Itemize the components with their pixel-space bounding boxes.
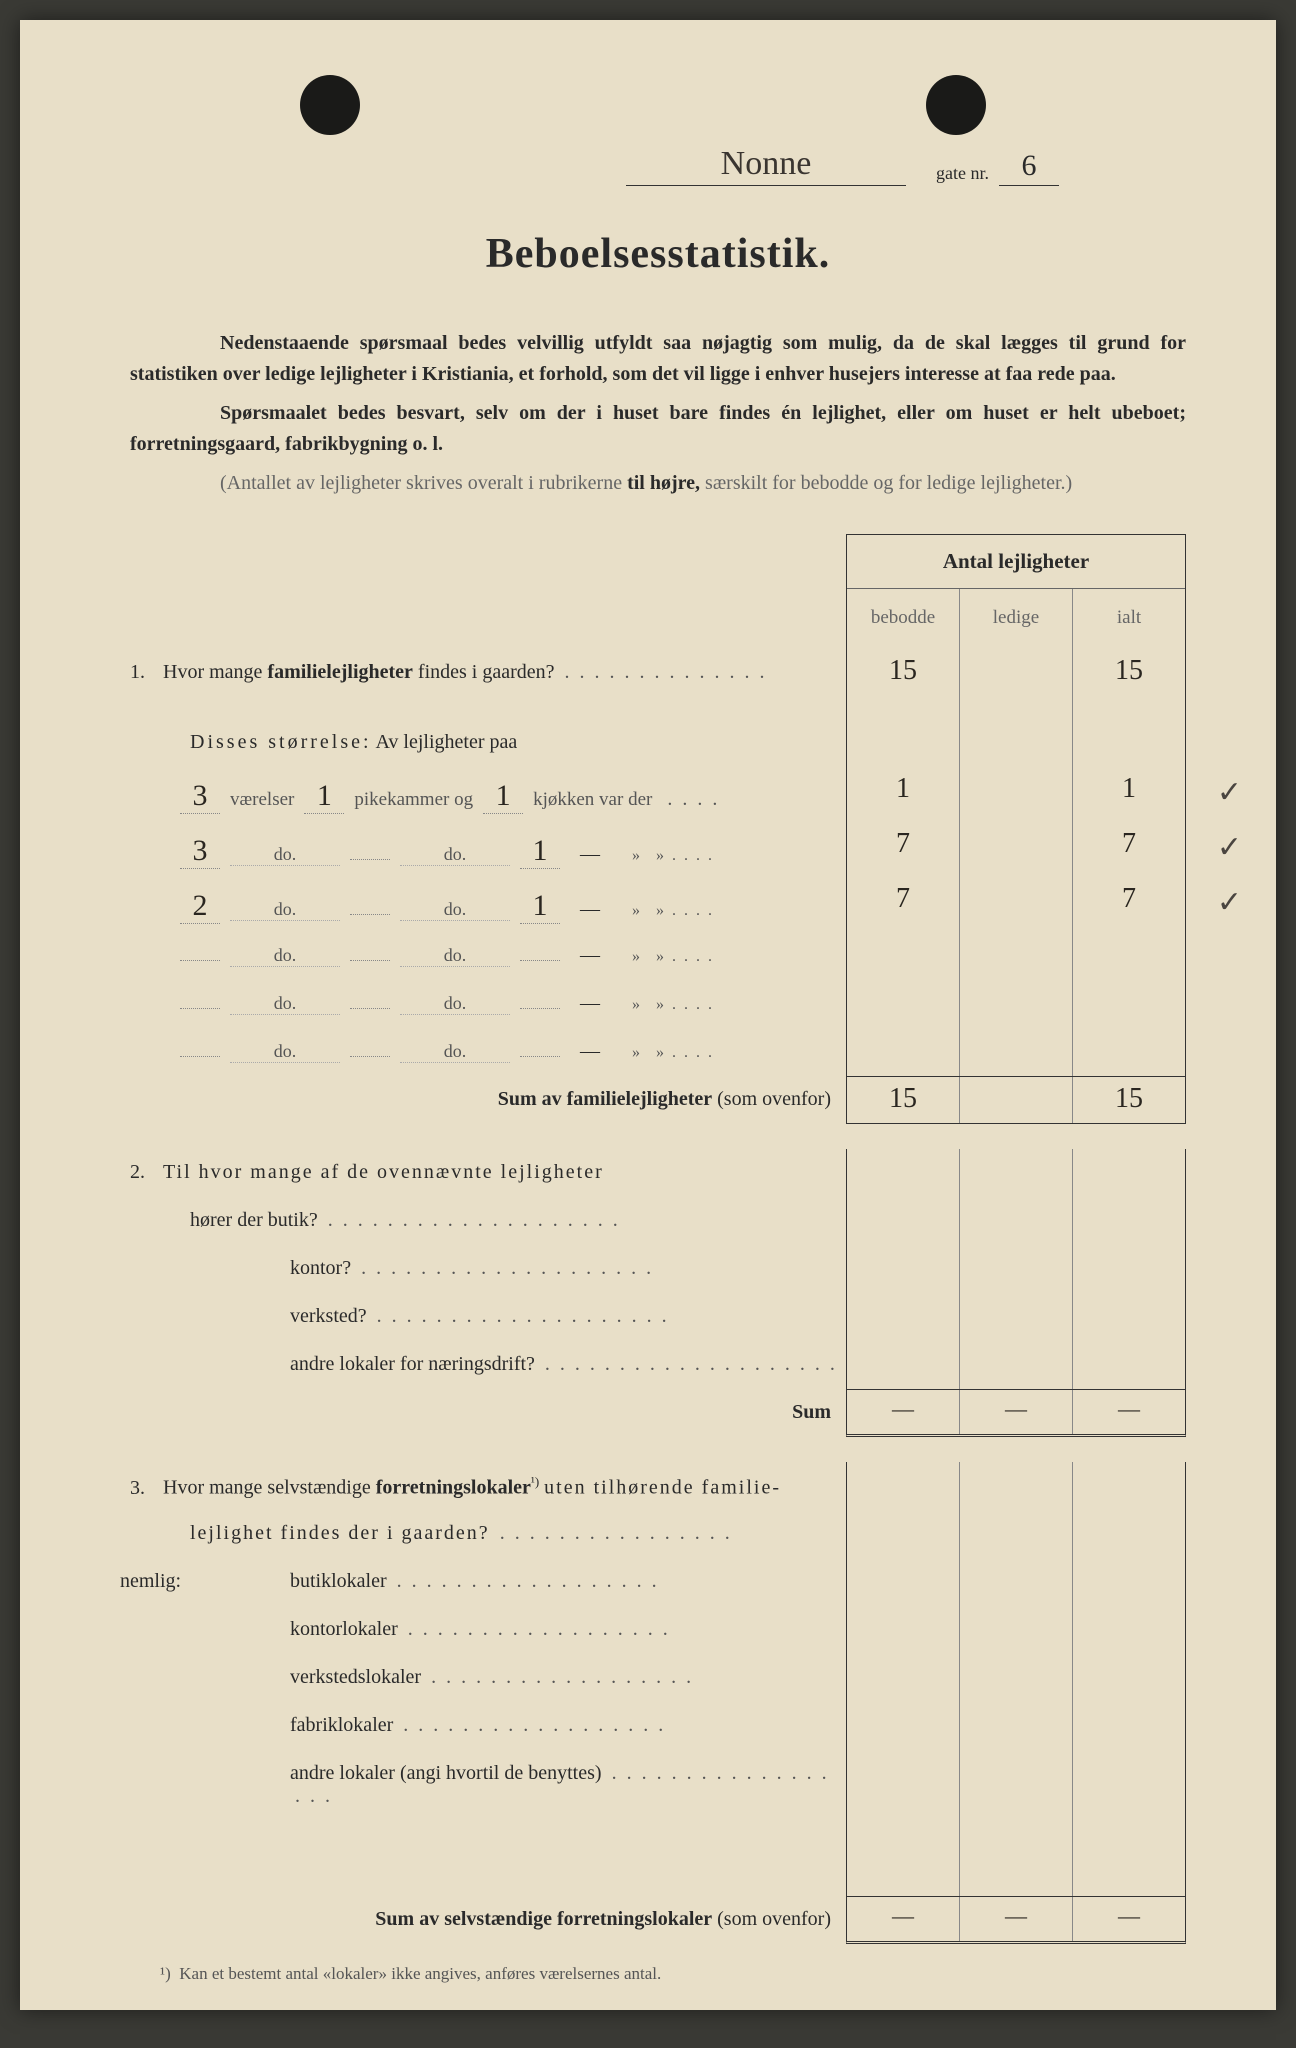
q2-item-row: kontor? . . . . . . . . . . . . . . . . … — [130, 1245, 1186, 1293]
document-page: Nonne gate nr. 6 Beboelsesstatistik. Ned… — [20, 20, 1276, 2010]
q1-text-c: findes i gaarden? — [413, 661, 555, 683]
q2-header: 2. Til hvor mange af de ovennævnte lejli… — [130, 1149, 1186, 1197]
gate-number: 6 — [999, 149, 1059, 186]
q2-sum-i: — — [1073, 1390, 1185, 1434]
q3-item-row: verkstedslokaler . . . . . . . . . . . .… — [130, 1654, 1186, 1702]
q1-sum-paren: (som ovenfor) — [712, 1088, 831, 1110]
col-ledige: ledige — [960, 589, 1073, 649]
table-header: Antal lejligheter bebodde ledige ialt — [130, 534, 1186, 649]
q2-item-row: verksted? . . . . . . . . . . . . . . . … — [130, 1293, 1186, 1341]
punch-hole-right — [926, 75, 986, 135]
q1-text-a: Hvor mange — [163, 661, 267, 683]
q2-sum-b: — — [847, 1390, 960, 1434]
q1-sum-bebodde: 15 — [847, 1077, 960, 1123]
intro-text-3b: til højre, — [627, 472, 700, 494]
q1-ledige — [960, 649, 1073, 719]
page-title: Beboelsesstatistik. — [130, 230, 1186, 278]
q3-sum-b: — — [847, 1897, 960, 1941]
q1-ialt: 15 — [1073, 649, 1185, 719]
q3-text-c: uten tilhørende familie- — [544, 1477, 781, 1499]
q3-sum-i: — — [1073, 1897, 1185, 1941]
q2-sum-label: Sum — [792, 1401, 831, 1423]
intro-text-3c: særskilt for bebodde og for ledige lejli… — [700, 472, 1072, 494]
q1-sum-ledige — [960, 1077, 1073, 1123]
intro-text-2: Spørsmaalet bedes besvart, selv om der i… — [130, 402, 1186, 455]
q3-sum-row: Sum av selvstændige forretningslokaler (… — [130, 1896, 1186, 1944]
q2-number: 2. — [130, 1161, 158, 1184]
q1-sub-b: størrelse: — [268, 731, 371, 753]
size-row: do. do. — » » . . . . — [130, 932, 1186, 980]
q3-text-a: Hvor mange selvstændige — [163, 1477, 376, 1499]
q2-item-row: hører der butik? . . . . . . . . . . . .… — [130, 1197, 1186, 1245]
q3-sum-label: Sum av selvstændige forretningslokaler — [375, 1908, 712, 1930]
q1-sub-header: Disses størrelse: Av lejligheter paa — [130, 719, 1186, 767]
q1-row: 1. Hvor mange familielejligheter findes … — [130, 649, 1186, 719]
col-bebodde: bebodde — [847, 589, 960, 649]
q3-spacer — [130, 1816, 1186, 1896]
q3-line1: 3. Hvor mange selvstændige forretningslo… — [130, 1462, 1186, 1510]
footnote-marker: ¹) — [160, 1964, 171, 1983]
q2-sum-l: — — [960, 1390, 1073, 1434]
intro-text-3a: (Antallet av lejligheter skrives overalt… — [220, 472, 627, 494]
check-mark-icon: ✓ — [1217, 885, 1242, 920]
q3-text-b: forretningslokaler — [376, 1477, 531, 1499]
check-mark-icon: ✓ — [1217, 775, 1242, 810]
q2-sum-row: Sum — — — — [130, 1389, 1186, 1437]
intro-paragraph-1: Nedenstaaende spørsmaal bedes velvillig … — [130, 328, 1186, 390]
footnote: ¹) Kan et bestemt antal «lokaler» ikke a… — [130, 1964, 1186, 1984]
street-name: Nonne — [626, 145, 906, 186]
q3-item-row: fabriklokaler . . . . . . . . . . . . . … — [130, 1702, 1186, 1750]
col-ialt: ialt — [1073, 589, 1185, 649]
q1-sum-ialt: 15 — [1073, 1077, 1185, 1123]
q1-sub-a: Disses — [190, 731, 268, 753]
q3-sum-l: — — [960, 1897, 1073, 1941]
size-row: 2do. do. 1— » » . . . . 77✓ — [130, 877, 1186, 932]
q1-text-b: familielejligheter — [267, 661, 413, 683]
q3-text-d: lejlighet findes der i gaarden? — [190, 1522, 490, 1544]
q3-line2: lejlighet findes der i gaarden? . . . . … — [130, 1510, 1186, 1558]
header-address: Nonne gate nr. 6 — [626, 145, 1146, 186]
size-row: 3do. do. 1— » » . . . . 77✓ — [130, 822, 1186, 877]
size-row: do. do. — » » . . . . — [130, 1028, 1186, 1076]
q1-sum-row: Sum av familielejligheter (som ovenfor) … — [130, 1076, 1186, 1124]
q3-item-row: kontorlokaler . . . . . . . . . . . . . … — [130, 1606, 1186, 1654]
size-row: do. do. — » » . . . . — [130, 980, 1186, 1028]
size-row: 3værelser 1pikekammer og 1kjøkken var de… — [130, 767, 1186, 822]
q3-number: 3. — [130, 1477, 158, 1500]
q1-sum-label: Sum av familielejligheter — [498, 1088, 712, 1110]
intro-text-1: Nedenstaaende spørsmaal bedes velvillig … — [130, 332, 1186, 385]
q2-item-row: andre lokaler for næringsdrift? . . . . … — [130, 1341, 1186, 1389]
q1-bebodde: 15 — [847, 649, 960, 719]
form-content: Antal lejligheter bebodde ledige ialt 1.… — [130, 534, 1186, 1944]
footnote-text: Kan et bestemt antal «lokaler» ikke angi… — [179, 1964, 661, 1983]
q1-label: 1. Hvor mange familielejligheter findes … — [130, 649, 846, 719]
q1-number: 1. — [130, 661, 158, 684]
intro-paragraph-2: Spørsmaalet bedes besvart, selv om der i… — [130, 398, 1186, 460]
q3-item-row: nemlig:butiklokaler . . . . . . . . . . … — [130, 1558, 1186, 1606]
q3-sum-paren: (som ovenfor) — [712, 1908, 831, 1930]
check-mark-icon: ✓ — [1217, 830, 1242, 865]
q1-sub-c: Av lejligheter paa — [372, 731, 518, 753]
gate-label: gate nr. — [936, 163, 989, 184]
q2-text: Til hvor mange af de ovennævnte lejlighe… — [163, 1161, 604, 1183]
punch-hole-left — [300, 75, 360, 135]
col-group-title: Antal lejligheter — [847, 535, 1185, 589]
q3-item-row: andre lokaler (angi hvortil de benyttes)… — [130, 1750, 1186, 1816]
intro-paragraph-3: (Antallet av lejligheter skrives overalt… — [130, 468, 1186, 499]
